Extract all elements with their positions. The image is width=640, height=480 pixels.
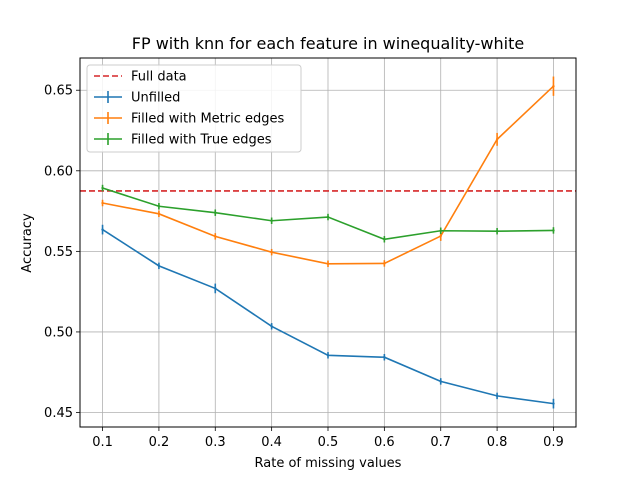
y-tick-label: 0.60 — [44, 164, 73, 179]
legend-entry: Unfilled — [94, 91, 180, 106]
data-point — [101, 228, 104, 231]
legend-entry: Filled with Metric edges — [94, 112, 285, 127]
y-axis-ticks: 0.45 0.50 0.55 0.60 0.65 — [44, 84, 80, 421]
y-tick-label: 0.55 — [44, 245, 73, 260]
x-tick-label: 0.6 — [374, 435, 395, 450]
data-point — [495, 230, 499, 233]
x-tick-label: 0.1 — [92, 435, 113, 450]
data-point — [157, 264, 161, 268]
x-tick-label: 0.3 — [205, 435, 226, 450]
series-0 — [101, 224, 555, 409]
data-point — [383, 238, 386, 241]
data-point — [326, 215, 330, 219]
series-group — [101, 76, 555, 409]
x-tick-label: 0.9 — [543, 435, 564, 450]
data-point — [383, 356, 386, 359]
data-point — [439, 380, 442, 383]
y-tick-label: 0.50 — [44, 325, 73, 340]
data-point — [439, 229, 442, 232]
x-tick-label: 0.2 — [149, 435, 170, 450]
data-point — [270, 219, 273, 222]
series-2 — [101, 184, 555, 243]
data-point — [439, 234, 442, 238]
x-axis-ticks: 0.1 0.2 0.3 0.4 0.5 0.6 0.7 0.8 0.9 — [92, 427, 564, 450]
legend-label: Unfilled — [131, 91, 180, 106]
data-point — [326, 262, 330, 265]
data-point — [270, 325, 273, 328]
x-tick-label: 0.5 — [318, 435, 339, 450]
data-point — [552, 402, 555, 405]
series-1 — [101, 76, 555, 267]
legend-entry: Filled with True edges — [94, 133, 272, 148]
chart-title: FP with knn for each feature in winequal… — [132, 34, 524, 53]
legend-entry: Full data — [94, 70, 187, 85]
data-point — [214, 235, 217, 238]
data-point — [270, 250, 273, 254]
data-point — [326, 354, 330, 357]
legend: Full data Unfilled Filled with Metric edge… — [86, 64, 302, 153]
legend-label: Filled with Metric edges — [131, 112, 285, 127]
data-point — [495, 138, 499, 141]
data-point — [552, 229, 555, 232]
data-point — [214, 211, 217, 214]
data-point — [214, 287, 217, 290]
data-point — [101, 186, 104, 190]
data-point — [383, 262, 386, 265]
data-point — [101, 201, 104, 205]
legend-box — [86, 64, 302, 153]
x-axis-label: Rate of missing values — [255, 456, 402, 471]
y-tick-label: 0.65 — [44, 84, 73, 99]
y-axis-label: Accuracy — [20, 213, 35, 273]
legend-label: Full data — [131, 70, 187, 85]
data-point — [552, 84, 555, 88]
y-tick-label: 0.45 — [44, 406, 73, 421]
data-point — [495, 394, 499, 398]
data-point — [157, 205, 161, 208]
x-tick-label: 0.8 — [487, 435, 508, 450]
data-point — [157, 212, 161, 216]
x-tick-label: 0.7 — [430, 435, 451, 450]
x-tick-label: 0.4 — [261, 435, 282, 450]
legend-label: Filled with True edges — [131, 133, 272, 148]
